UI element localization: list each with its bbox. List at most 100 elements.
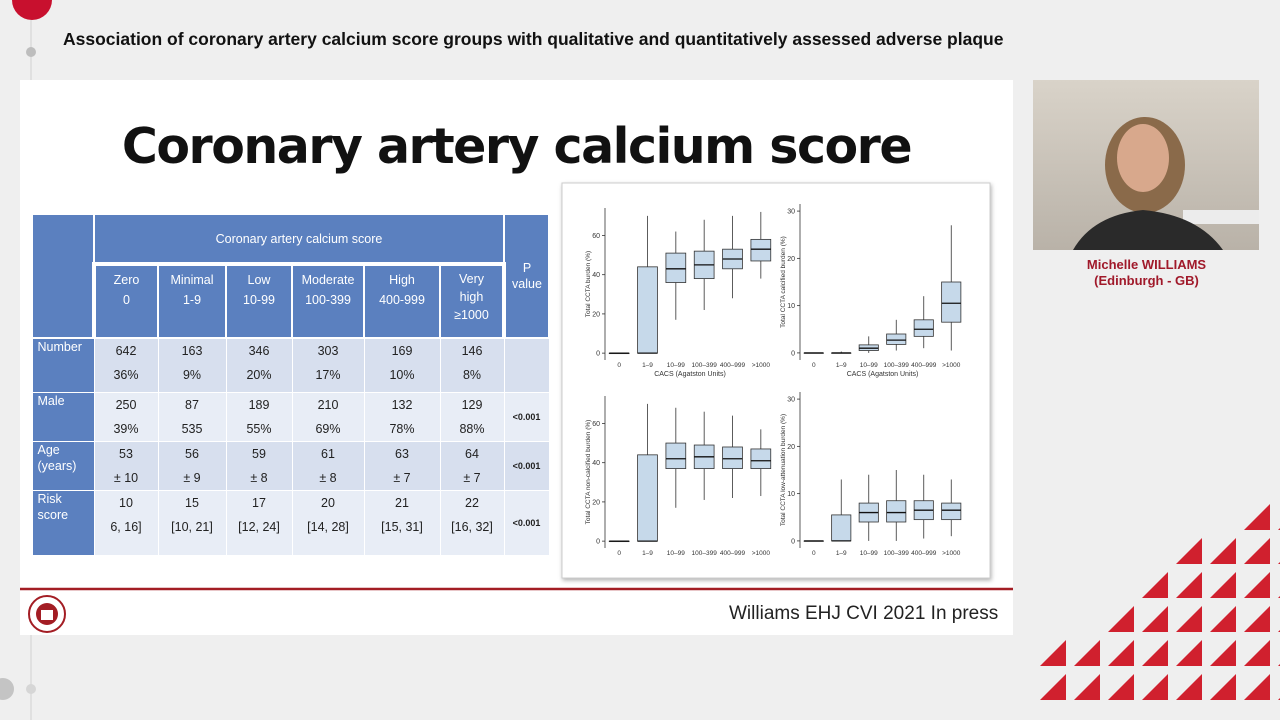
table-cell: 303 17%: [291, 337, 365, 393]
person-body: [1073, 210, 1223, 250]
decor-triangle: [1176, 640, 1202, 666]
row-label: Number: [31, 337, 95, 393]
decor-triangle: [1210, 538, 1236, 564]
cell-line: 21: [395, 495, 409, 510]
cell-line: Low: [247, 273, 271, 287]
cell-line: 10: [119, 495, 133, 510]
cell-line: 15: [185, 495, 199, 510]
data-table: Coronary artery calcium score P value Zero…: [31, 213, 550, 556]
decor-triangle: [1074, 674, 1100, 700]
table-cell: 22 [16, 32]: [439, 489, 505, 556]
cell-line: 36%: [113, 368, 139, 382]
cell-line: 1-9: [182, 293, 202, 307]
cell-line: Minimal: [170, 273, 214, 287]
table-cell: 20 [14, 28]: [291, 489, 365, 556]
cell-line: 303: [317, 344, 339, 358]
cell-line: [16, 32]: [451, 519, 493, 534]
cell-line: <0.001: [512, 460, 541, 471]
decor-triangle: [1210, 572, 1236, 598]
cell-line: 22: [465, 495, 479, 510]
cell-line: 6, 16]: [110, 519, 142, 534]
cell-line: 132: [391, 397, 413, 412]
webcam: [1033, 80, 1259, 250]
table-cell: 10 6, 16]: [93, 489, 159, 556]
decor-triangle: [1108, 606, 1134, 632]
row-label: Risk score: [31, 489, 95, 556]
decor-triangle: [1176, 572, 1202, 598]
decor-triangle: [1244, 572, 1270, 598]
cell-line: Male: [37, 393, 65, 408]
decor-triangle: [1176, 606, 1202, 632]
column-header: Very high ≥1000: [439, 262, 506, 339]
cell-line: ± 10: [113, 470, 139, 485]
column-header: High 400-999: [363, 262, 441, 339]
row-label: Male: [31, 391, 95, 442]
cell-line: 17: [252, 495, 266, 510]
cell-line: 400-999: [379, 293, 425, 307]
cell-line: 39%: [113, 421, 139, 436]
decor-triangle: [1108, 640, 1134, 666]
table-cell: 63 ± 7: [363, 440, 441, 491]
decor-triangle: [1244, 674, 1270, 700]
cell-line: (years): [37, 458, 77, 473]
cell-line: [10, 21]: [171, 519, 213, 534]
table-cell: 169 10%: [363, 337, 441, 393]
decor-triangle: [1244, 504, 1270, 530]
cell-line: 10%: [389, 368, 415, 382]
table-cell: 642 36%: [93, 337, 159, 393]
decor-triangle: [1040, 674, 1066, 700]
table-cell: 56 ± 9: [157, 440, 227, 491]
column-header: Low 10-99: [225, 262, 293, 339]
table-cell: 53 ± 10: [93, 440, 159, 491]
table-row: Zero 0 Minimal 1-9 Low 10-99 Moderate 100-399 Hi…: [32, 262, 549, 339]
decor-triangle: [1074, 640, 1100, 666]
cell-line: 210: [317, 397, 339, 412]
decor-triangle: [1108, 674, 1134, 700]
p-cell: <0.001: [503, 391, 550, 442]
table-row: Age (years) 53 ± 10 56 ± 9 59 ± 8 61 ± 8 63 ± 7 64 ± …: [31, 440, 550, 491]
cell-line: 78%: [389, 421, 415, 436]
decor-triangle: [1142, 606, 1168, 632]
cell-line: 20: [321, 495, 335, 510]
table-cell: 59 ± 8: [225, 440, 293, 491]
decor-triangle: [1210, 640, 1236, 666]
logo-dot: [12, 0, 52, 20]
citation: Williams EHJ CVI 2021 In press: [729, 603, 999, 624]
cell-line: <0.001: [512, 517, 541, 528]
table-row: Male 250 39% 87 535 189 55% 210 69% 132 78% 129 88% <…: [31, 391, 550, 442]
cell-line: 69%: [315, 421, 341, 436]
cell-line: ± 8: [319, 470, 337, 485]
decor-triangle: [1244, 538, 1270, 564]
decor-triangle: [1176, 674, 1202, 700]
table-cell: 17 [12, 24]: [225, 489, 293, 556]
table-row: Risk score 10 6, 16] 15 [10, 21] 17 [12, 24] 20 […: [31, 489, 550, 556]
decor-triangle: [1210, 674, 1236, 700]
cell-line: <0.001: [512, 411, 541, 422]
table-cell: 132 78%: [363, 391, 441, 442]
table-cell: 87 535: [157, 391, 227, 442]
timeline-dot: [26, 684, 36, 694]
slide-title: Coronary artery calcium score: [121, 118, 913, 175]
cell-line: 56: [185, 446, 199, 461]
table-cell: 64 ± 7: [439, 440, 505, 491]
cell-line: 346: [248, 344, 270, 358]
cell-line: score: [37, 507, 69, 522]
cell-line: Zero: [113, 273, 140, 287]
cell-line: ± 7: [463, 470, 481, 485]
p-cell: <0.001: [503, 440, 550, 491]
table-cell: 189 55%: [225, 391, 293, 442]
decor-triangle: [1142, 572, 1168, 598]
cell-line: 8%: [462, 368, 482, 382]
cell-line: 55%: [246, 421, 272, 436]
table-cell: 21 [15, 31]: [363, 489, 441, 556]
header-title: Association of coronary artery calcium s…: [63, 29, 1004, 49]
cell-line: High: [389, 273, 415, 287]
cell-line: 100-399: [305, 293, 351, 307]
table-cell: 129 88%: [439, 391, 505, 442]
cell-line: 189: [248, 397, 270, 412]
presenter-location: (Edinburgh - GB): [1094, 273, 1199, 288]
cell-line: [12, 24]: [238, 519, 280, 534]
table-row: Number 642 36% 163 9% 346 20% 303 17% 169 10% 146 8%: [31, 337, 550, 393]
